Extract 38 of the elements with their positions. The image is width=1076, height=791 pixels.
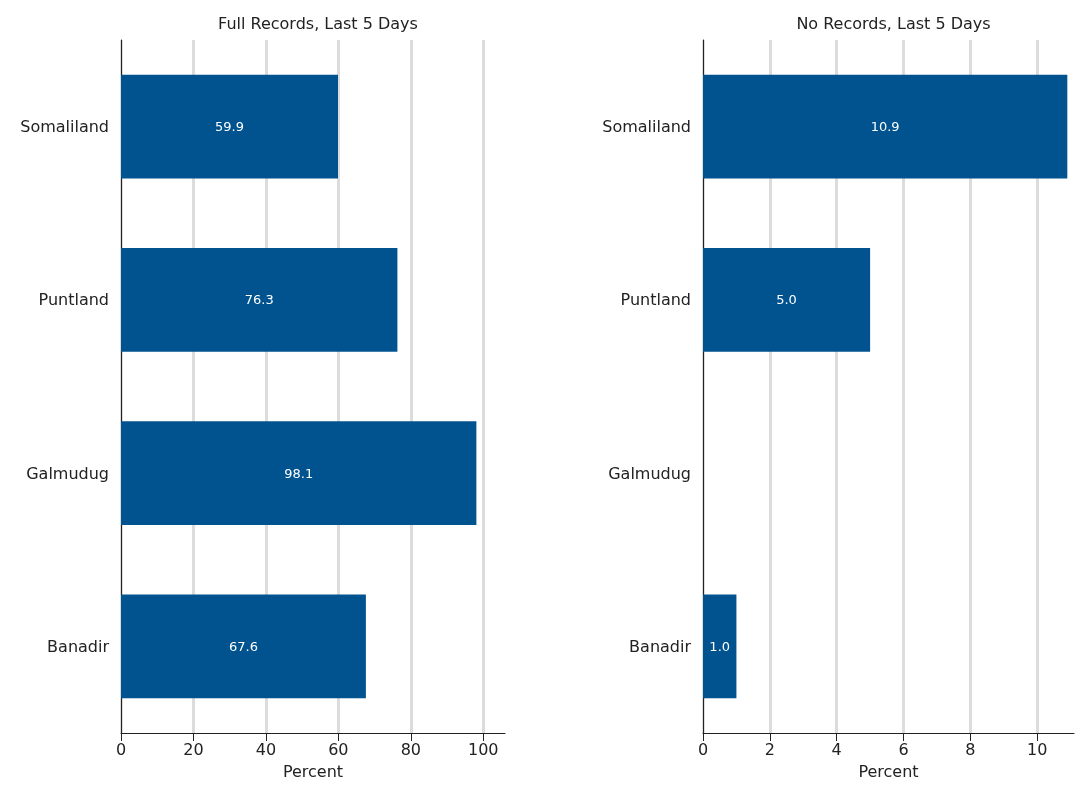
y-tick-label: Banadir bbox=[629, 636, 692, 656]
bar bbox=[703, 247, 871, 352]
x-tick-label: 6 bbox=[898, 739, 909, 759]
bar bbox=[703, 74, 1068, 179]
data-label: 5.0 bbox=[776, 292, 797, 308]
x-tick-label: 40 bbox=[255, 739, 277, 759]
x-tick-label: 0 bbox=[697, 739, 709, 759]
data-label: 76.3 bbox=[244, 292, 274, 308]
x-tick-label: 10 bbox=[1027, 739, 1048, 759]
y-tick-label: Galmudug bbox=[26, 463, 109, 483]
bar bbox=[703, 594, 737, 699]
bar bbox=[121, 594, 366, 699]
chart-title: No Records, Last 5 Days bbox=[796, 13, 991, 33]
y-tick-label: Somaliland bbox=[20, 117, 109, 137]
x-tick-label: 0 bbox=[115, 739, 127, 759]
x-tick-label: 20 bbox=[183, 739, 204, 759]
x-tick-label: 2 bbox=[764, 739, 775, 759]
x-tick-label: 80 bbox=[400, 739, 421, 759]
y-tick-label: Banadir bbox=[47, 636, 110, 656]
bar bbox=[121, 74, 338, 179]
y-tick-label: Galmudug bbox=[608, 463, 691, 483]
x-tick-label: 100 bbox=[467, 739, 499, 759]
x-tick-label: 60 bbox=[328, 739, 349, 759]
x-tick-label: 8 bbox=[965, 739, 976, 759]
y-tick-label: Puntland bbox=[620, 290, 691, 310]
x-axis-title: Percent bbox=[282, 761, 344, 781]
y-tick-label: Somaliland bbox=[602, 117, 691, 137]
bar bbox=[121, 247, 398, 352]
data-label: 59.9 bbox=[215, 119, 244, 135]
data-label: 10.9 bbox=[870, 119, 900, 135]
bar bbox=[121, 421, 477, 526]
data-label: 67.6 bbox=[228, 638, 258, 654]
chart-title: Full Records, Last 5 Days bbox=[218, 13, 418, 33]
data-label: 1.0 bbox=[709, 638, 731, 654]
x-axis-title: Percent bbox=[858, 761, 919, 781]
data-label: 98.1 bbox=[284, 465, 314, 481]
y-tick-label: Puntland bbox=[38, 290, 109, 310]
x-tick-label: 4 bbox=[831, 739, 842, 759]
